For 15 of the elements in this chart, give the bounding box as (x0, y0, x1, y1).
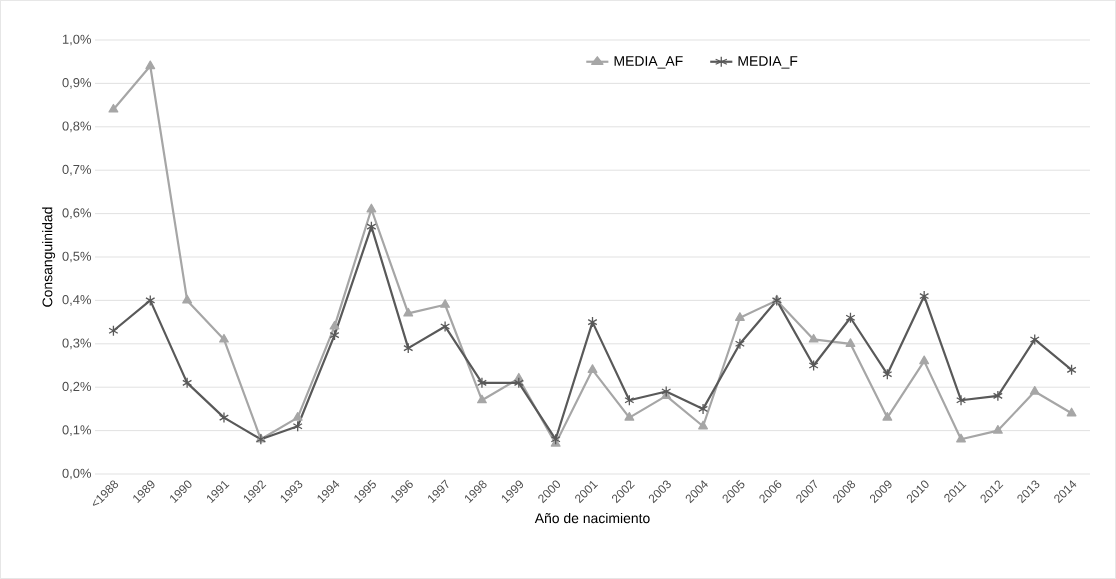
y-tick-label: 0,4% (62, 295, 92, 306)
y-tick-label: 0,1% (62, 425, 92, 436)
y-tick-label: 0,7% (62, 164, 92, 176)
y-axis-title: Consanguinidad (42, 207, 56, 307)
y-tick-label: 1,0% (62, 34, 92, 46)
y-tick-label: 0,2% (62, 381, 92, 393)
y-tick-label: 0,8% (62, 121, 92, 133)
y-tick-label: 0,0% (62, 468, 92, 480)
y-tick-label: 0,3% (62, 338, 92, 350)
legend-label: MEDIA_F (738, 56, 798, 69)
y-tick-label: 0,9% (62, 78, 92, 89)
y-tick-label: 0,6% (62, 208, 92, 219)
x-axis-title: Año de nacimiento (534, 512, 650, 524)
y-tick-label: 0,5% (62, 251, 92, 263)
legend-label: MEDIA_AF (614, 56, 683, 69)
